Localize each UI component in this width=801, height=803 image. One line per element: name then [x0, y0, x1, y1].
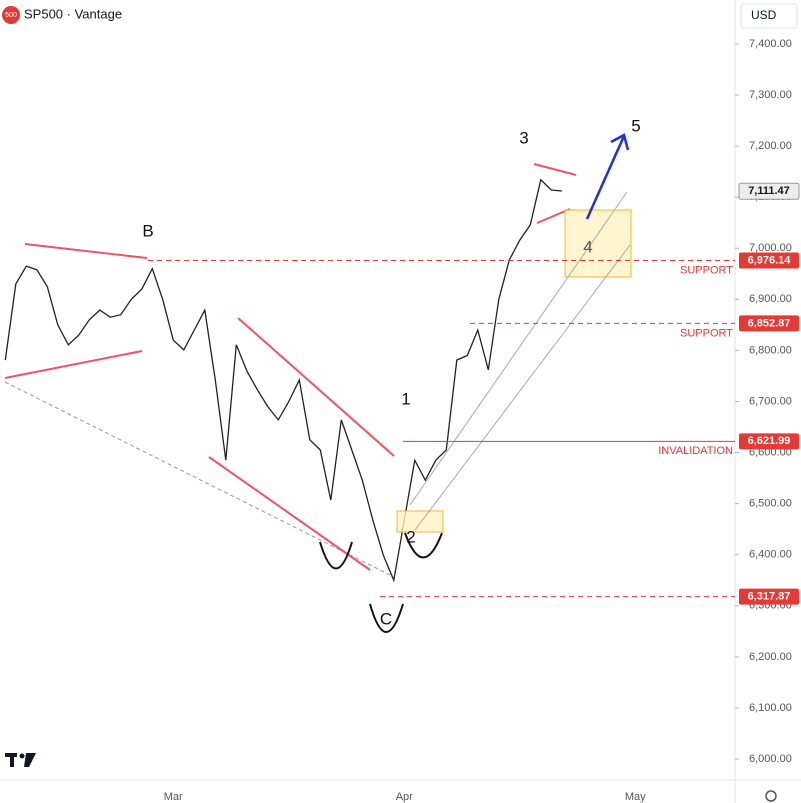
- level-price-box: [739, 315, 799, 332]
- chart-title[interactable]: SP500 · Vantage: [24, 6, 122, 21]
- level-text: INVALIDATION: [658, 445, 733, 457]
- level-price: 6,976.14: [748, 254, 792, 266]
- y-tick-label: 6,800.00: [749, 344, 792, 356]
- level-price-box: [739, 252, 799, 269]
- wave-label: 2: [406, 527, 415, 546]
- last-price: 7,111.47: [748, 185, 790, 197]
- x-tick-label: Mar: [164, 791, 183, 803]
- symbol-logo: [2, 6, 20, 24]
- shoulder-arc: [404, 532, 443, 559]
- currency-button[interactable]: [740, 3, 798, 29]
- y-tick-label: 6,700.00: [749, 395, 792, 407]
- wave-label: 5: [631, 116, 640, 135]
- last-price-box: [738, 182, 800, 200]
- y-tick-label: 6,900.00: [749, 293, 792, 305]
- y-tick-label: 7,000.00: [749, 242, 792, 254]
- wedge-line: [208, 456, 371, 571]
- logo-text: 500: [5, 12, 17, 19]
- shoulder-arc: [319, 541, 353, 570]
- x-tick-label: Apr: [396, 791, 413, 803]
- y-tick-label: 6,200.00: [749, 651, 792, 663]
- level-text: SUPPORT: [680, 264, 733, 276]
- projection-arrow: [585, 135, 626, 220]
- triangle-line: [24, 243, 148, 259]
- level-price-box: [739, 433, 799, 450]
- channel-line: [414, 244, 631, 531]
- triangle-line: [4, 350, 143, 379]
- trend-line: [4, 381, 391, 576]
- y-tick-label: 7,400.00: [749, 38, 792, 50]
- currency[interactable]: USD: [751, 8, 777, 22]
- target-box: [396, 510, 444, 533]
- y-tick-label: 7,200.00: [749, 140, 792, 152]
- level-text: SUPPORT: [680, 327, 733, 339]
- wave-label: C: [380, 609, 392, 628]
- wave-label: B: [142, 221, 153, 240]
- y-tick-label: 6,100.00: [749, 702, 792, 714]
- wave-label: 4: [583, 237, 592, 256]
- tv-logo: [5, 753, 36, 767]
- wedge-line: [237, 317, 395, 457]
- level-price: 6,621.99: [748, 435, 791, 447]
- channel-line: [409, 191, 628, 506]
- arrow-head: [610, 133, 630, 151]
- level-price: 6,317.87: [748, 591, 791, 603]
- y-tick-label: 6,500.00: [749, 498, 792, 510]
- head-arc: [369, 603, 404, 633]
- plot: [4, 43, 739, 760]
- x-tick-label: May: [625, 791, 646, 803]
- settings-icon[interactable]: [765, 790, 777, 802]
- y-tick-label: 6,000.00: [749, 753, 792, 765]
- flag-line: [533, 163, 577, 176]
- y-tick-label: 6,400.00: [749, 549, 792, 561]
- y-tick-label: 6,600.00: [749, 446, 792, 458]
- price-line: [4, 178, 562, 583]
- level-price: 6,852.87: [748, 317, 791, 329]
- drawings: [4, 133, 632, 633]
- y-tick-label: 7,300.00: [749, 89, 792, 101]
- level-price-box: [739, 588, 799, 605]
- wave-label: 1: [401, 389, 410, 408]
- wave-label: 3: [519, 128, 528, 147]
